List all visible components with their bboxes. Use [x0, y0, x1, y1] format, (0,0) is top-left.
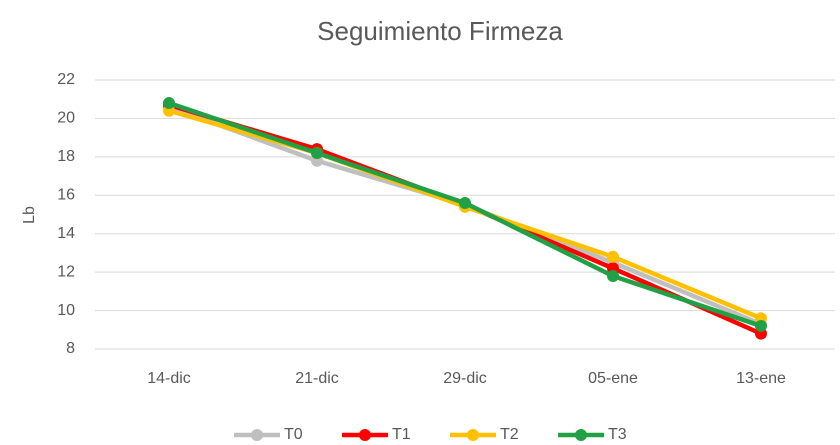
legend-label: T1: [392, 426, 411, 443]
point: [163, 97, 175, 110]
y-tick-label: 14: [57, 225, 75, 242]
point: [607, 269, 619, 282]
chart-title: Seguimiento Firmeza: [317, 16, 563, 46]
y-axis-label: Lb: [21, 206, 38, 224]
point: [607, 250, 619, 263]
series-line: [168, 104, 762, 327]
point: [459, 196, 471, 209]
y-tick-label: 20: [57, 110, 75, 127]
x-tick-label: 14-dic: [147, 370, 191, 387]
y-tick-label: 16: [57, 187, 75, 204]
x-tick-label: 29-dic: [443, 370, 487, 387]
legend-marker: [359, 429, 371, 441]
y-tick-label: 22: [57, 71, 75, 88]
legend-label: T3: [608, 426, 627, 443]
x-tick-label: 13-ene: [736, 370, 786, 387]
legend-label: T2: [500, 426, 519, 443]
x-tick-label: 05-ene: [588, 370, 638, 387]
x-tick-label: 21-dic: [295, 370, 339, 387]
y-tick-label: 8: [66, 340, 75, 357]
y-tick-label: 10: [57, 302, 75, 319]
legend-marker: [251, 429, 263, 441]
y-tick-label: 18: [57, 148, 75, 165]
legend-label: T0: [284, 426, 303, 443]
point: [311, 147, 323, 160]
legend-marker: [575, 429, 587, 441]
legend-marker: [467, 429, 479, 441]
y-tick-label: 12: [57, 263, 75, 280]
point: [755, 319, 767, 332]
